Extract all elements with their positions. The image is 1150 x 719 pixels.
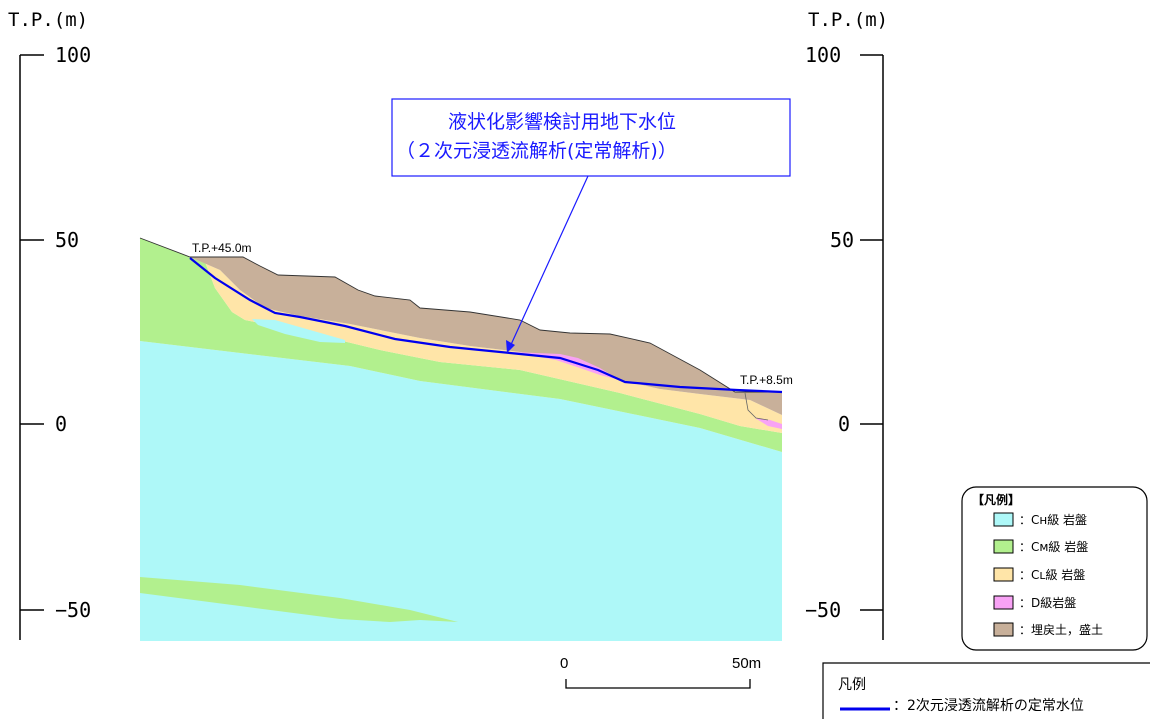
water-legend-title: 凡例 xyxy=(838,677,866,693)
d-rock-layer-upper xyxy=(512,352,620,380)
legend-label-ch: ：Cн級 岩盤 xyxy=(1019,512,1087,527)
callout-box xyxy=(391,98,791,177)
left-axis-title: T.P.(m) xyxy=(8,9,88,31)
scale-end-label: 50m xyxy=(732,655,761,672)
fill-soil-layer xyxy=(190,257,782,415)
legend-swatch-fill xyxy=(993,622,1014,637)
scale-bar: 0 50m xyxy=(560,655,761,689)
left-axis: T.P.(m) 100 50 0 −50 xyxy=(8,9,91,640)
legend-label-cl: ：Cʟ級 岩盤 xyxy=(1019,567,1085,582)
scale-line xyxy=(565,679,751,689)
ch-rock-layer xyxy=(140,341,782,641)
ground-surface xyxy=(139,237,782,393)
ch-rock-lens xyxy=(252,319,345,343)
cm-rock-layer xyxy=(140,238,782,452)
upstream-elevation-label: T.P.+45.0m xyxy=(192,241,251,255)
water-legend: 凡例 ：2次元浸透流解析の定常水位 xyxy=(822,662,1150,719)
right-axis-title: T.P.(m) xyxy=(808,9,888,31)
pit-outline xyxy=(744,392,769,421)
groundwater-level-line xyxy=(189,257,783,394)
right-tick-label-100: 100 xyxy=(805,43,841,67)
geologic-section xyxy=(139,237,783,641)
water-legend-frame xyxy=(822,662,1150,719)
legend-swatch-d xyxy=(993,595,1014,610)
left-tick-label-minus50: −50 xyxy=(55,598,91,622)
legend-swatch-ch xyxy=(993,512,1014,527)
callout-leader xyxy=(508,175,589,350)
d-rock-layer-lower xyxy=(755,418,782,429)
left-tick-label-100: 100 xyxy=(55,43,91,67)
right-tick-label-50: 50 xyxy=(830,228,854,252)
scale-start-label: 0 xyxy=(560,655,568,672)
callout-arrowhead xyxy=(506,340,515,353)
callout-subtitle: （２次元浸透流解析(定常解析)） xyxy=(396,140,677,162)
rock-legend-title: 【凡例】 xyxy=(972,492,1020,507)
downstream-elevation-label: T.P.+8.5m xyxy=(740,373,793,387)
water-legend-label: ：2次元浸透流解析の定常水位 xyxy=(893,698,1084,714)
rock-legend: 【凡例】 ：Cн級 岩盤 ：Cм級 岩盤 ：Cʟ級 岩盤 ：D級岩盤 ：埋戻土，… xyxy=(961,486,1148,651)
right-axis: T.P.(m) 100 50 0 −50 xyxy=(805,9,888,640)
callout-title: 液状化影響検討用地下水位 xyxy=(448,111,676,133)
right-tick-label-0: 0 xyxy=(838,412,850,436)
right-tick-label-minus50: −50 xyxy=(805,598,841,622)
legend-swatch-cm xyxy=(993,539,1014,554)
legend-swatch-cl xyxy=(993,567,1014,582)
cm-rock-lens xyxy=(140,577,458,622)
callout: 液状化影響検討用地下水位 （２次元浸透流解析(定常解析)） xyxy=(391,98,791,353)
cl-rock-layer xyxy=(190,257,782,433)
left-tick-label-50: 50 xyxy=(55,228,79,252)
legend-label-cm: ：Cм級 岩盤 xyxy=(1019,539,1088,554)
left-tick-label-0: 0 xyxy=(55,412,67,436)
legend-label-d: ：D級岩盤 xyxy=(1019,595,1076,610)
legend-label-fill: ：埋戻土，盛土 xyxy=(1019,622,1103,637)
